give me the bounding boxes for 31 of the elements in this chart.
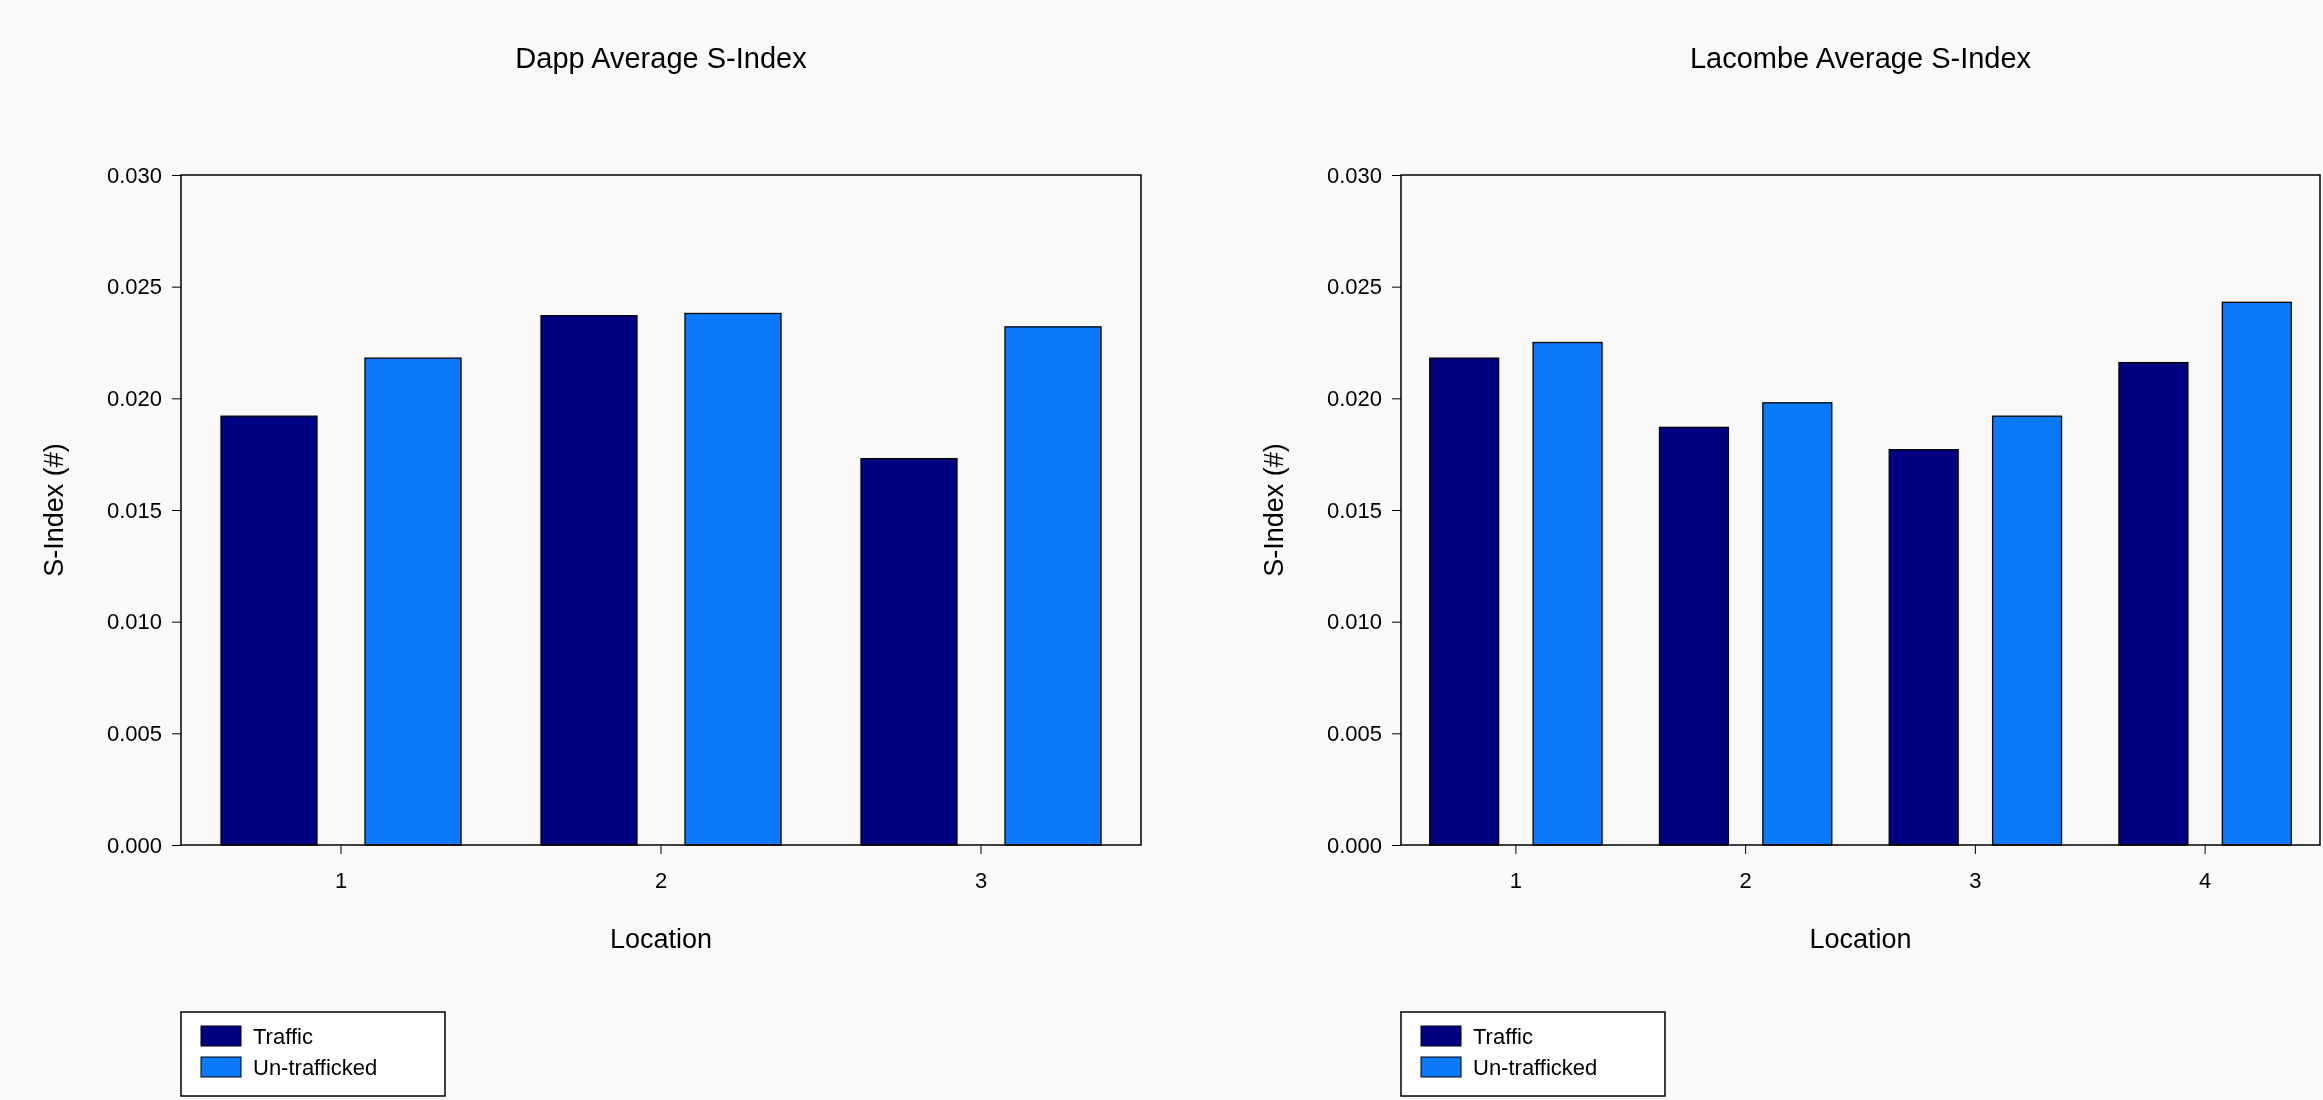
y-axis-title: S-Index (#) xyxy=(39,443,69,577)
y-axis-title: S-Index (#) xyxy=(1259,443,1289,577)
y-tick-label: 0.020 xyxy=(106,385,162,411)
x-tick-label: 3 xyxy=(1969,867,1982,893)
y-tick-label: 0.030 xyxy=(106,162,162,188)
y-tick-label: 0.030 xyxy=(1326,162,1382,188)
x-axis-title: Location xyxy=(609,924,713,954)
y-tick-label: 0.025 xyxy=(1326,274,1382,300)
y-tick-label: 0.020 xyxy=(1326,385,1382,411)
y-tick-label: 0.000 xyxy=(1326,832,1382,858)
legend-label: Un-trafficked xyxy=(253,1055,378,1080)
legend-label: Un-trafficked xyxy=(1473,1055,1598,1080)
x-tick-label: 1 xyxy=(334,867,348,893)
x-tick-label: 4 xyxy=(2199,867,2212,893)
legend-label: Traffic xyxy=(1473,1024,1533,1049)
legend-label: Traffic xyxy=(253,1024,313,1049)
y-tick-label: 0.025 xyxy=(106,274,162,300)
x-axis-title: Location xyxy=(1809,924,1912,954)
y-tick-label: 0.015 xyxy=(106,497,162,523)
chart-title: Dapp Average S-Index xyxy=(515,42,808,74)
chart-title: Lacombe Average S-Index xyxy=(1689,42,2032,74)
y-tick-label: 0.005 xyxy=(1326,720,1382,746)
x-tick-label: 1 xyxy=(1509,867,1522,893)
y-tick-label: 0.015 xyxy=(1326,497,1382,523)
y-tick-label: 0.005 xyxy=(106,720,162,746)
x-tick-label: 2 xyxy=(654,867,668,893)
y-tick-label: 0.010 xyxy=(106,609,162,635)
y-tick-label: 0.010 xyxy=(1326,609,1382,635)
x-tick-label: 3 xyxy=(974,867,988,893)
x-tick-label: 2 xyxy=(1739,867,1752,893)
y-tick-label: 0.000 xyxy=(106,832,162,858)
